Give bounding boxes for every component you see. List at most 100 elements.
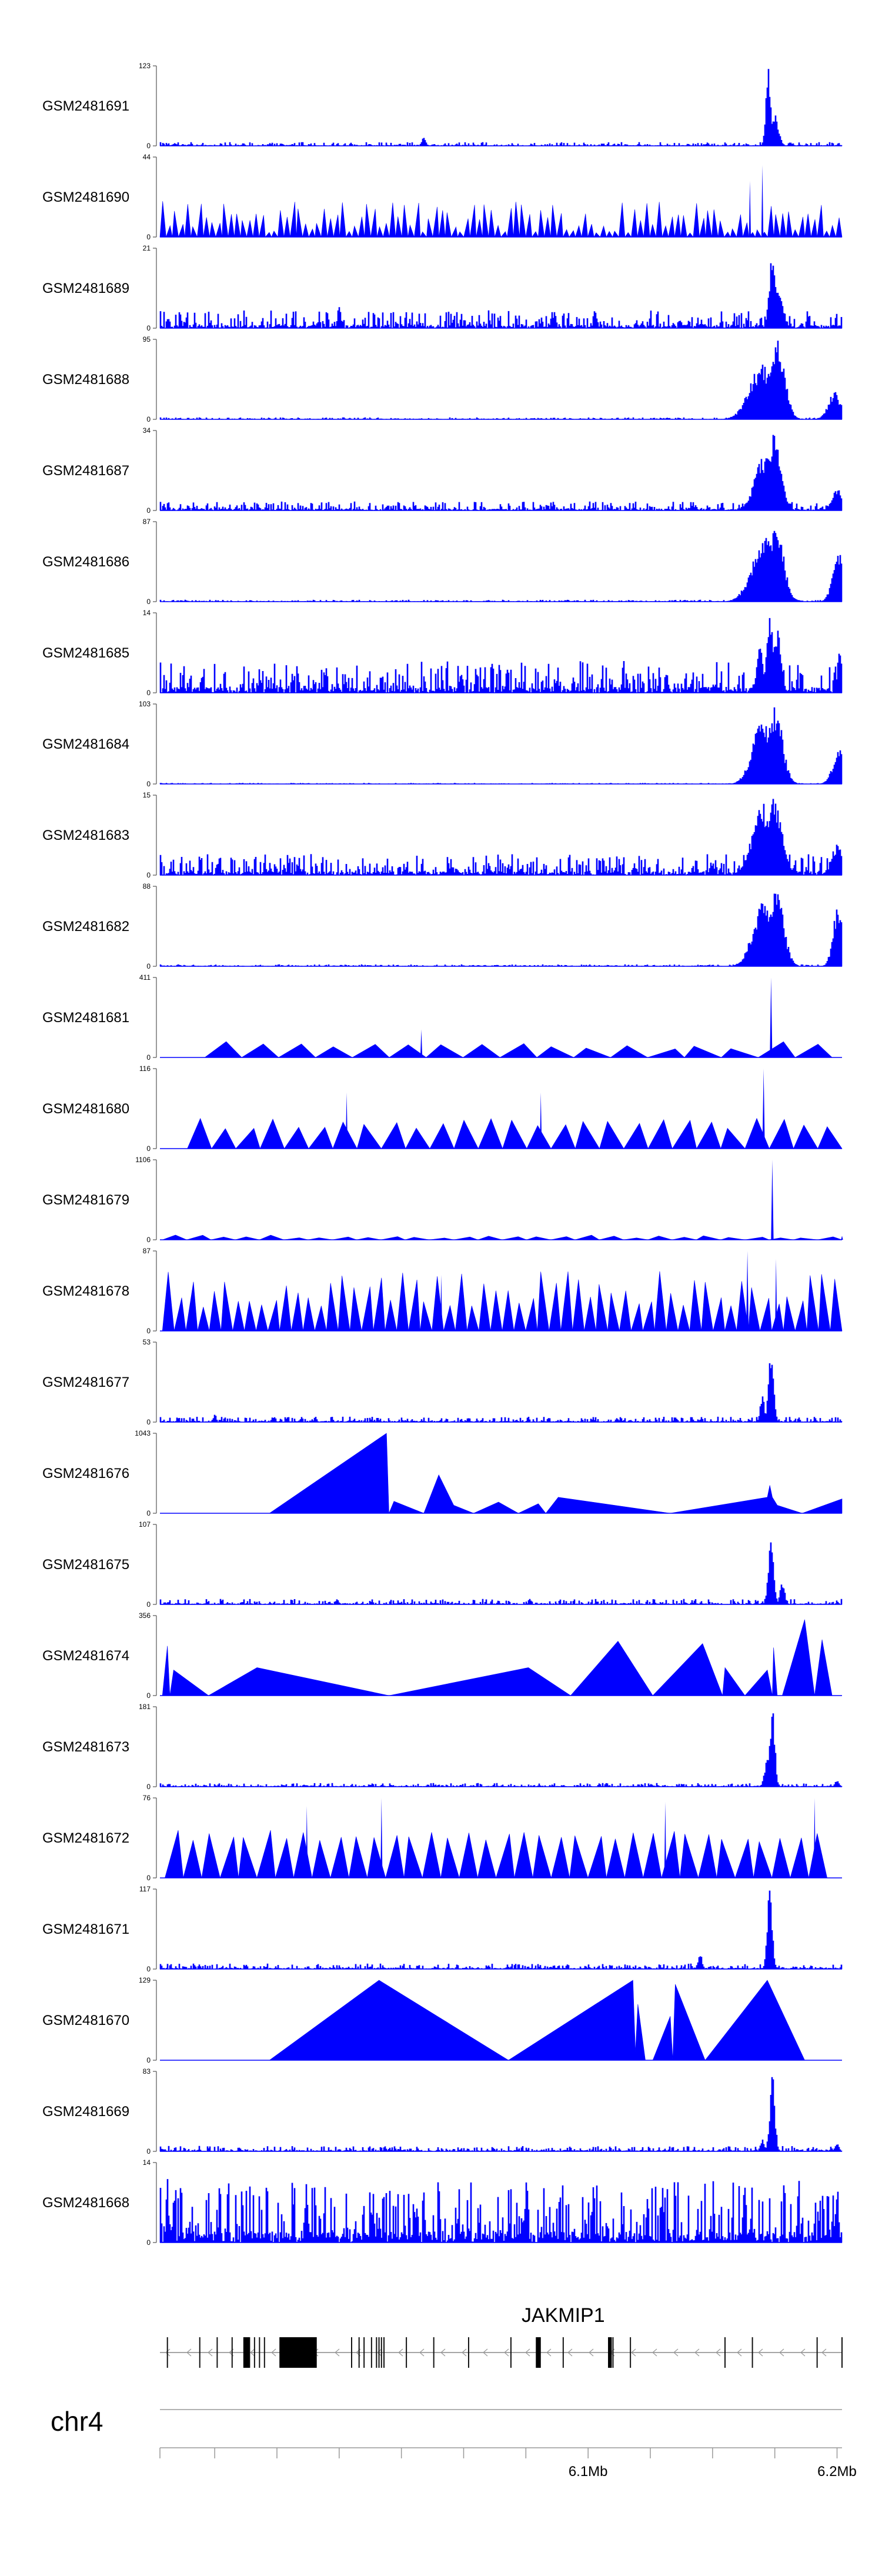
- y-max-label: 21: [143, 244, 151, 252]
- signal-area: [159, 893, 843, 967]
- gene-exon-block: [536, 2337, 541, 2368]
- strand-arrow: [462, 2348, 467, 2357]
- y-min-label: 0: [146, 2056, 151, 2064]
- signal-area: [159, 707, 843, 785]
- signal-tracks: GSM2481691 123 0 GSM2481690 44 0 GSM2481689 21 0…: [42, 62, 843, 2247]
- signal-area: [159, 1713, 843, 1787]
- track-label: GSM2481678: [42, 1283, 129, 1299]
- signal-area: [159, 435, 843, 511]
- track-label: GSM2481671: [42, 1921, 129, 1937]
- track-label: GSM2481673: [42, 1739, 129, 1755]
- y-min-label: 0: [146, 962, 151, 970]
- track-label: GSM2481690: [42, 189, 129, 205]
- strand-arrow: [525, 2348, 530, 2357]
- y-min-label: 0: [146, 871, 151, 879]
- strand-arrow: [631, 2348, 636, 2357]
- track-GSM2481676: GSM2481676 1043 0: [42, 1429, 843, 1517]
- signal-spike: [380, 1798, 383, 1878]
- chromosome-axis: chr4 6.1Mb 6.2Mb: [51, 2406, 857, 2480]
- track-GSM2481690: GSM2481690 44 0: [42, 153, 843, 241]
- y-min-label: 0: [146, 2147, 151, 2155]
- track-label: GSM2481675: [42, 1557, 129, 1573]
- y-max-label: 44: [143, 153, 151, 161]
- track-label: GSM2481668: [42, 2195, 129, 2211]
- track-GSM2481685: GSM2481685 14 0: [42, 609, 843, 697]
- y-max-label: 181: [139, 1703, 151, 1711]
- track-GSM2481669: GSM2481669 83 0: [42, 2067, 843, 2155]
- strand-arrow: [546, 2348, 552, 2357]
- track-GSM2481678: GSM2481678 87 0: [42, 1247, 843, 1335]
- track-GSM2481670: GSM2481670 129 0: [42, 1976, 842, 2064]
- strand-arrow: [694, 2348, 700, 2357]
- y-min-label: 0: [146, 324, 151, 332]
- gene-track: JAKMIP1: [160, 2304, 843, 2368]
- track-GSM2481691: GSM2481691 123 0: [42, 62, 843, 150]
- track-GSM2481687: GSM2481687 34 0: [42, 426, 843, 515]
- strand-arrow: [483, 2348, 488, 2357]
- axis-tick-label: 6.1Mb: [569, 2464, 608, 2480]
- strand-arrow: [821, 2348, 827, 2357]
- gene-exon-block: [279, 2337, 317, 2368]
- strand-arrow: [398, 2348, 403, 2357]
- track-GSM2481682: GSM2481682 88 0: [42, 882, 843, 970]
- track-label: GSM2481672: [42, 1830, 129, 1846]
- y-min-label: 0: [146, 1327, 151, 1335]
- track-label: GSM2481689: [42, 281, 129, 296]
- y-min-label: 0: [146, 598, 151, 606]
- signal-spike: [762, 1069, 765, 1149]
- signal-spike: [770, 977, 773, 1057]
- track-GSM2481679: GSM2481679 1106 0: [42, 1156, 843, 1244]
- strand-arrow: [589, 2348, 594, 2357]
- strand-arrow: [737, 2348, 742, 2357]
- strand-arrow: [440, 2348, 446, 2357]
- gene-exon-block: [608, 2337, 612, 2368]
- y-max-label: 129: [139, 1976, 151, 1984]
- track-label: GSM2481674: [42, 1648, 129, 1664]
- signal-area: [159, 799, 843, 876]
- y-max-label: 34: [143, 426, 151, 435]
- track-GSM2481689: GSM2481689 21 0: [42, 244, 843, 332]
- track-label: GSM2481688: [42, 372, 129, 388]
- y-max-label: 107: [139, 1520, 151, 1529]
- gene-exon-block: [243, 2337, 250, 2368]
- y-max-label: 95: [143, 335, 151, 343]
- chromosome-label: chr4: [51, 2406, 103, 2437]
- signal-area: [162, 1271, 843, 1332]
- track-label: GSM2481681: [42, 1010, 129, 1026]
- y-min-label: 0: [146, 1236, 151, 1244]
- strand-arrow: [335, 2348, 340, 2357]
- strand-arrow: [419, 2348, 425, 2357]
- y-max-label: 411: [139, 973, 151, 982]
- y-max-label: 356: [139, 1611, 151, 1620]
- strand-arrow: [271, 2348, 276, 2357]
- y-max-label: 117: [139, 1885, 151, 1893]
- strand-arrow: [377, 2348, 382, 2357]
- y-max-label: 123: [139, 62, 151, 70]
- y-max-label: 14: [143, 2158, 151, 2167]
- signal-area: [159, 618, 843, 693]
- axis-tick-label: 6.2Mb: [817, 2464, 857, 2480]
- track-GSM2481681: GSM2481681 411 0: [42, 973, 842, 1062]
- strand-arrow: [208, 2348, 213, 2357]
- y-min-label: 0: [146, 1509, 151, 1517]
- y-max-label: 53: [143, 1338, 151, 1346]
- strand-arrow: [800, 2348, 806, 2357]
- y-min-label: 0: [146, 780, 151, 788]
- track-GSM2481677: GSM2481677 53 0: [42, 1338, 843, 1426]
- y-max-label: 15: [143, 791, 151, 799]
- track-GSM2481675: GSM2481675 107 0: [42, 1520, 843, 1609]
- track-GSM2481686: GSM2481686 87 0: [42, 518, 843, 606]
- track-GSM2481672: GSM2481672 76 0: [42, 1794, 842, 1882]
- y-max-label: 116: [139, 1065, 151, 1073]
- track-label: GSM2481687: [42, 463, 129, 479]
- strand-arrow: [673, 2348, 679, 2357]
- y-max-label: 76: [143, 1794, 151, 1802]
- signal-area: [159, 69, 843, 146]
- track-GSM2481684: GSM2481684 103 0: [42, 700, 843, 788]
- track-label: GSM2481677: [42, 1374, 129, 1390]
- y-min-label: 0: [146, 1053, 151, 1062]
- signal-area: [187, 1117, 843, 1149]
- strand-arrow: [779, 2348, 784, 2357]
- signal-area: [269, 1433, 843, 1514]
